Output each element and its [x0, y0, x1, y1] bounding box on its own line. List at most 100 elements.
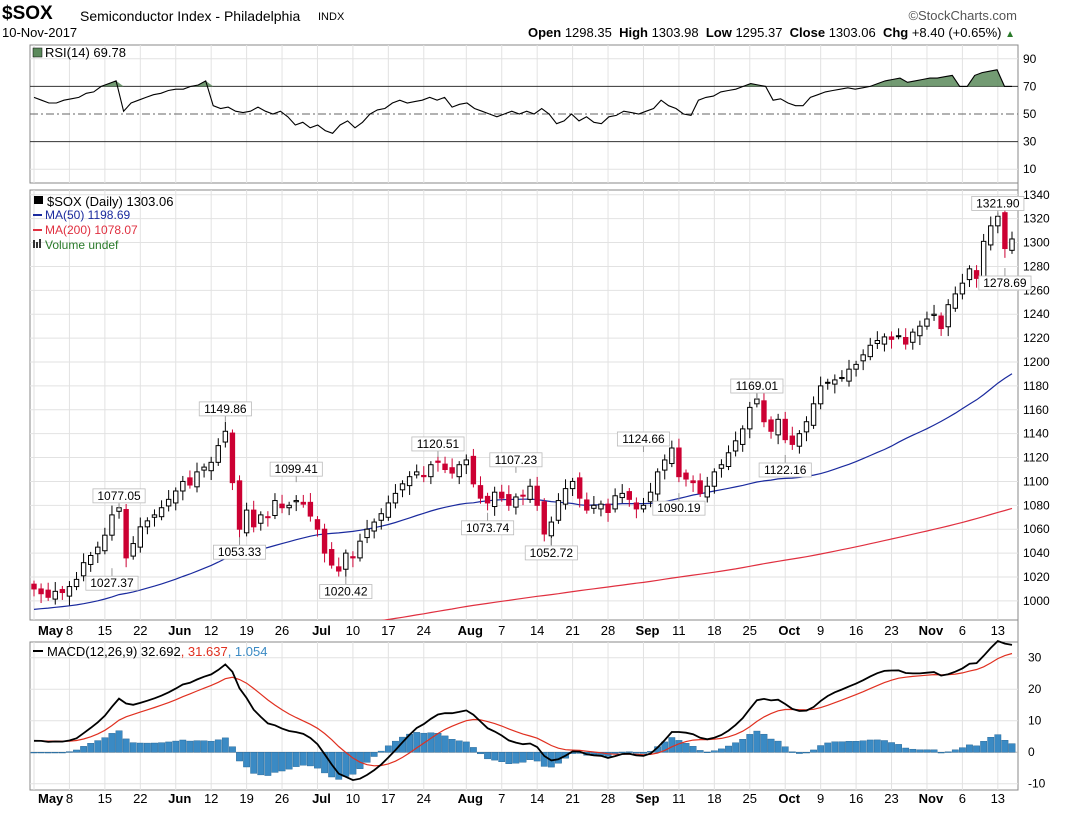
macd-histogram-bar: [994, 734, 1002, 753]
macd-histogram-bar: [739, 739, 747, 753]
candle: [796, 430, 803, 454]
rsi-line: [33, 69, 1012, 134]
price-tick-label: 1180: [1023, 379, 1049, 393]
macd-histogram-bar: [966, 744, 973, 753]
macd-histogram-bar: [902, 747, 910, 753]
candle-body: [52, 590, 58, 600]
candle: [605, 498, 611, 522]
x-axis-label-top: 26: [275, 623, 289, 638]
x-axis-label-bottom: May: [38, 791, 64, 806]
macd-histogram-bar: [526, 752, 534, 760]
x-axis-label-bottom: 22: [133, 791, 147, 806]
macd-histogram-bar: [1001, 740, 1009, 753]
volume-legend-icon: [33, 240, 35, 248]
macd-histogram-bar: [151, 742, 158, 753]
candle-body: [357, 540, 363, 559]
candle-body: [336, 566, 342, 572]
candle-body: [123, 509, 129, 559]
annotation-label: 1149.86: [204, 402, 247, 416]
macd-histogram-bar: [299, 752, 307, 766]
macd-histogram-bar: [732, 742, 739, 753]
candle: [612, 488, 618, 513]
candle: [931, 304, 937, 321]
annotation-label: 1099.41: [275, 462, 319, 476]
candle-body: [456, 464, 462, 478]
candle-body: [499, 491, 505, 499]
price-tick-label: 1240: [1023, 307, 1050, 321]
candle-body: [491, 491, 498, 508]
macd-histogram-bar: [810, 749, 817, 753]
x-axis-label-top: Jul: [312, 623, 331, 638]
candle-body: [761, 400, 767, 423]
candle: [328, 542, 335, 569]
rsi-legend-swatch: [32, 47, 43, 58]
candle: [378, 508, 384, 530]
macd-histogram-bar: [788, 751, 796, 753]
candle: [952, 286, 959, 312]
macd-histogram-bar: [144, 742, 151, 753]
candle: [591, 496, 597, 514]
candle-body: [605, 503, 611, 513]
macd-histogram-bar: [491, 752, 499, 761]
candle: [534, 476, 540, 511]
candle: [739, 425, 746, 452]
candle: [406, 471, 413, 495]
x-axis-label-bottom: 10: [346, 791, 360, 806]
macd-histogram-bar: [668, 737, 676, 753]
volume-legend: Volume undef: [45, 238, 119, 252]
close-value: 1303.06: [828, 25, 876, 40]
rsi-legend: RSI(14) 69.78: [45, 45, 126, 60]
candle-body: [832, 379, 838, 385]
candle: [314, 516, 321, 537]
macd-histogram-bar: [73, 749, 80, 753]
macd-histogram-bar: [803, 752, 810, 754]
macd-histogram-bar: [824, 742, 832, 753]
candle-body: [208, 461, 214, 472]
candle-body: [881, 336, 888, 345]
x-axis-label-bottom: 17: [381, 791, 395, 806]
annotation-label: 1090.19: [657, 501, 701, 515]
candle-body: [201, 466, 207, 471]
candle-body: [144, 520, 151, 528]
candle-body: [576, 477, 583, 499]
macd-signal-line: [34, 652, 1013, 767]
annotation-box: [758, 462, 812, 478]
macd-histogram-bar: [363, 752, 371, 763]
macd-histogram-bar: [370, 752, 378, 757]
x-axis-label-bottom: Jun: [168, 791, 191, 806]
candle: [463, 454, 470, 475]
candle-body: [860, 354, 866, 362]
candle: [902, 328, 909, 350]
candle: [633, 497, 640, 519]
candle-body: [173, 490, 179, 504]
macd-tick-label: -10: [1028, 777, 1046, 791]
x-axis-label-bottom: Jul: [312, 791, 331, 806]
candle-body: [279, 503, 285, 509]
candle: [697, 473, 703, 497]
annotation-box: [978, 275, 1032, 291]
x-axis-label-top: 16: [849, 623, 863, 638]
candle: [250, 500, 257, 533]
candle: [860, 349, 866, 371]
brand-label[interactable]: ©StockCharts.com: [908, 8, 1017, 23]
annotation-box: [461, 520, 515, 536]
x-axis-label-bottom: 7: [498, 791, 505, 806]
candle-body: [477, 485, 484, 499]
macd-histogram-bar: [888, 742, 895, 753]
candle: [258, 511, 264, 531]
annotation-label: 1278.69: [983, 276, 1027, 290]
candle-body: [73, 578, 80, 588]
candle-body: [612, 495, 618, 510]
macd-histogram-bar: [987, 736, 995, 753]
candle-body: [654, 471, 661, 495]
x-axis-label-bottom: 6: [959, 791, 966, 806]
candle-body: [669, 447, 675, 465]
macd-histogram-bar: [470, 747, 477, 753]
candle: [499, 484, 505, 502]
macd-histogram-bar: [207, 740, 215, 753]
macd-histogram-bar: [796, 752, 803, 754]
macd-histogram-bar: [229, 746, 236, 753]
annotation-label: 1053.33: [218, 545, 262, 559]
candle-body: [747, 406, 753, 430]
